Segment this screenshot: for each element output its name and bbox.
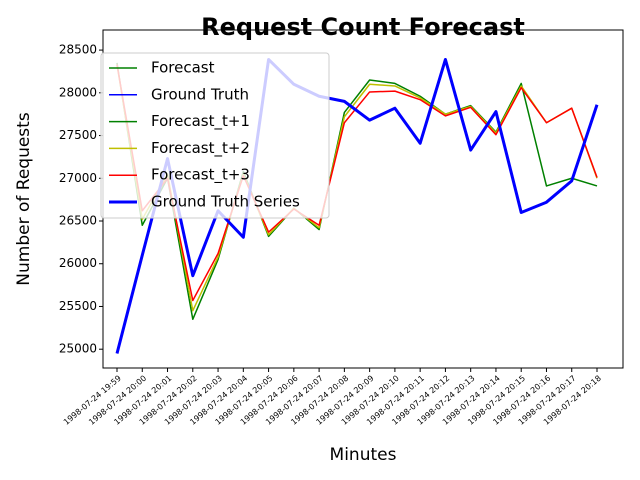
legend-label: Forecast_t+3 bbox=[151, 166, 250, 185]
y-tick-label: 26500 bbox=[59, 214, 97, 228]
chart-title: Request Count Forecast bbox=[201, 13, 525, 41]
legend-label: Ground Truth bbox=[151, 85, 249, 103]
legend-box bbox=[100, 52, 330, 219]
y-axis-label: Number of Requests bbox=[14, 112, 34, 286]
y-tick-label: 26000 bbox=[59, 256, 97, 270]
series-line bbox=[116, 64, 598, 312]
legend-label: Forecast_t+1 bbox=[151, 112, 250, 131]
series-line bbox=[116, 64, 598, 302]
series-line bbox=[115, 57, 599, 354]
y-tick-label: 25000 bbox=[59, 342, 97, 356]
y-tick-label: 27500 bbox=[59, 128, 97, 142]
legend-label: Ground Truth Series bbox=[151, 193, 300, 211]
series-line bbox=[116, 62, 598, 321]
y-tick-label: 25500 bbox=[59, 299, 97, 313]
y-tick-label: 27000 bbox=[59, 171, 97, 185]
legend-label: Forecast_t+2 bbox=[151, 139, 250, 158]
legend-label: Forecast bbox=[151, 59, 215, 77]
y-tick-label: 28500 bbox=[59, 43, 97, 57]
y-tick-label: 28000 bbox=[59, 85, 97, 99]
x-axis-label: Minutes bbox=[330, 445, 397, 465]
legend: Forecast Ground Truth Forecast_t+1 Forecast… bbox=[100, 52, 330, 219]
